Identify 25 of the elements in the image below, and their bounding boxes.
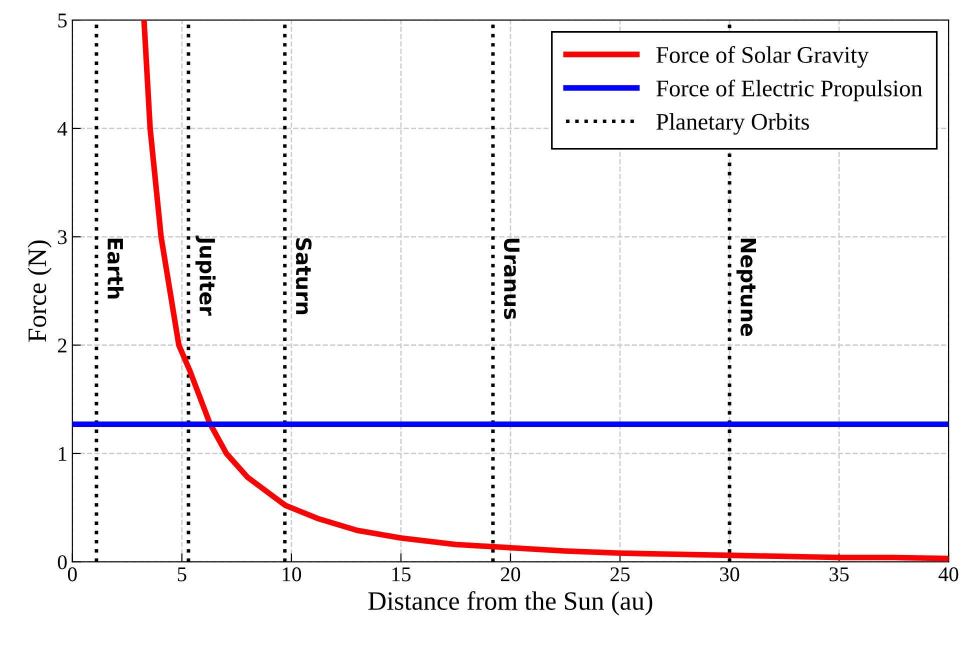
x-tick-label: 35	[830, 567, 849, 582]
x-tick-label: 5	[178, 567, 186, 582]
x-tick-label: 20	[500, 567, 520, 582]
y-tick-label: 3	[58, 230, 67, 244]
ref-line-label: Uranus	[504, 238, 520, 320]
y-tick-label: 5	[58, 14, 67, 28]
x-tick-label: 25	[610, 567, 630, 582]
y-tick-label: 0	[58, 555, 67, 570]
ref-line-label: Neptune	[736, 238, 756, 336]
y-tick-label: 1	[58, 446, 66, 461]
y-tick-label: 4	[58, 122, 68, 136]
x-axis-title: Distance from the Sun (au)	[368, 591, 652, 616]
ref-line-label: Earth	[107, 238, 124, 299]
ref-line-label: Saturn	[296, 238, 312, 314]
x-tick-label: 15	[392, 567, 411, 582]
legend-label: Force of Electric Propulsion	[656, 80, 922, 102]
x-tick-label: 40	[938, 567, 958, 582]
y-tick-label: 2	[58, 338, 66, 352]
y-axis-title: Force (N)	[28, 240, 52, 342]
legend-label: Force of Solar Gravity	[656, 46, 869, 68]
ref-line-label: Jupiter	[195, 236, 216, 316]
x-tick-label: 10	[282, 567, 302, 582]
x-tick-label: 0	[68, 567, 77, 582]
x-tick-label: 30	[720, 567, 740, 582]
legend-label: Planetary Orbits	[656, 113, 809, 135]
